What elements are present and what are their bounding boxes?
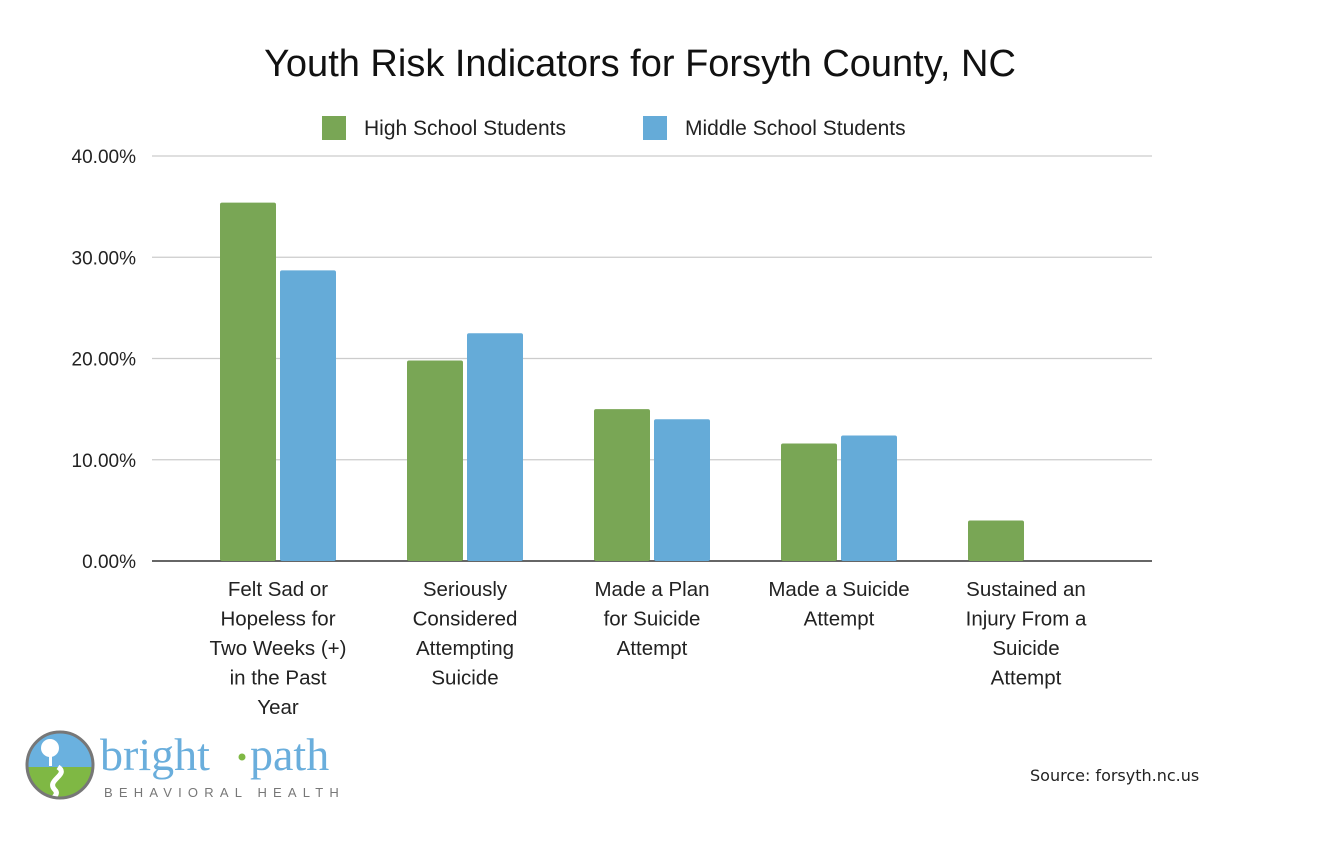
x-tick-label: Made a Suicide [768, 578, 909, 601]
y-tick-label: 0.00% [82, 552, 136, 573]
x-tick-label: in the Past [230, 667, 327, 690]
bar-high-school [594, 409, 650, 561]
y-tick-label: 30.00% [72, 248, 137, 269]
x-tick-label: Felt Sad or [228, 578, 328, 601]
x-tick-label: Considered [413, 608, 518, 631]
svg-text:BEHAVIORAL HEALTH: BEHAVIORAL HEALTH [104, 785, 345, 800]
x-tick-label: Injury From a [966, 608, 1087, 631]
bar-middle-school [467, 333, 523, 561]
x-tick-label: Hopeless for [220, 608, 335, 631]
svg-text:bright: bright [100, 729, 210, 780]
x-tick-label: Attempt [991, 667, 1062, 690]
x-tick-label: Year [257, 696, 299, 719]
x-tick-label: for Suicide [604, 608, 701, 631]
x-tick-label: Two Weeks (+) [210, 637, 347, 660]
x-tick-label: Attempt [617, 637, 688, 660]
bar-high-school [220, 202, 276, 561]
y-tick-label: 40.00% [72, 147, 137, 168]
legend-label: High School Students [364, 117, 566, 140]
y-tick-label: 10.00% [72, 451, 137, 472]
bar-middle-school [841, 435, 897, 561]
x-tick-label: Sustained an [966, 578, 1086, 601]
legend-swatch [643, 116, 667, 140]
chart-title: Youth Risk Indicators for Forsyth County… [264, 43, 1016, 85]
bar-high-school [407, 360, 463, 561]
x-tick-label: Attempting [416, 637, 514, 660]
x-tick-label: Attempt [804, 608, 875, 631]
legend-label: Middle School Students [685, 117, 906, 140]
x-tick-label: Suicide [431, 667, 498, 690]
bar-middle-school [654, 419, 710, 561]
bar-high-school [968, 520, 1024, 561]
x-tick-label: Suicide [992, 637, 1059, 660]
y-tick-label: 20.00% [72, 350, 137, 371]
svg-text:path: path [250, 729, 329, 780]
x-tick-label: Made a Plan [594, 578, 709, 601]
bar-high-school [781, 443, 837, 561]
bright-path-logo: bright path BEHAVIORAL HEALTH [25, 729, 345, 800]
legend: High School Students Middle School Studen… [322, 116, 906, 140]
source-note: Source: forsyth.nc.us [1030, 766, 1200, 785]
legend-swatch [322, 116, 346, 140]
bar-middle-school [280, 270, 336, 561]
x-tick-label: Seriously [423, 578, 508, 601]
